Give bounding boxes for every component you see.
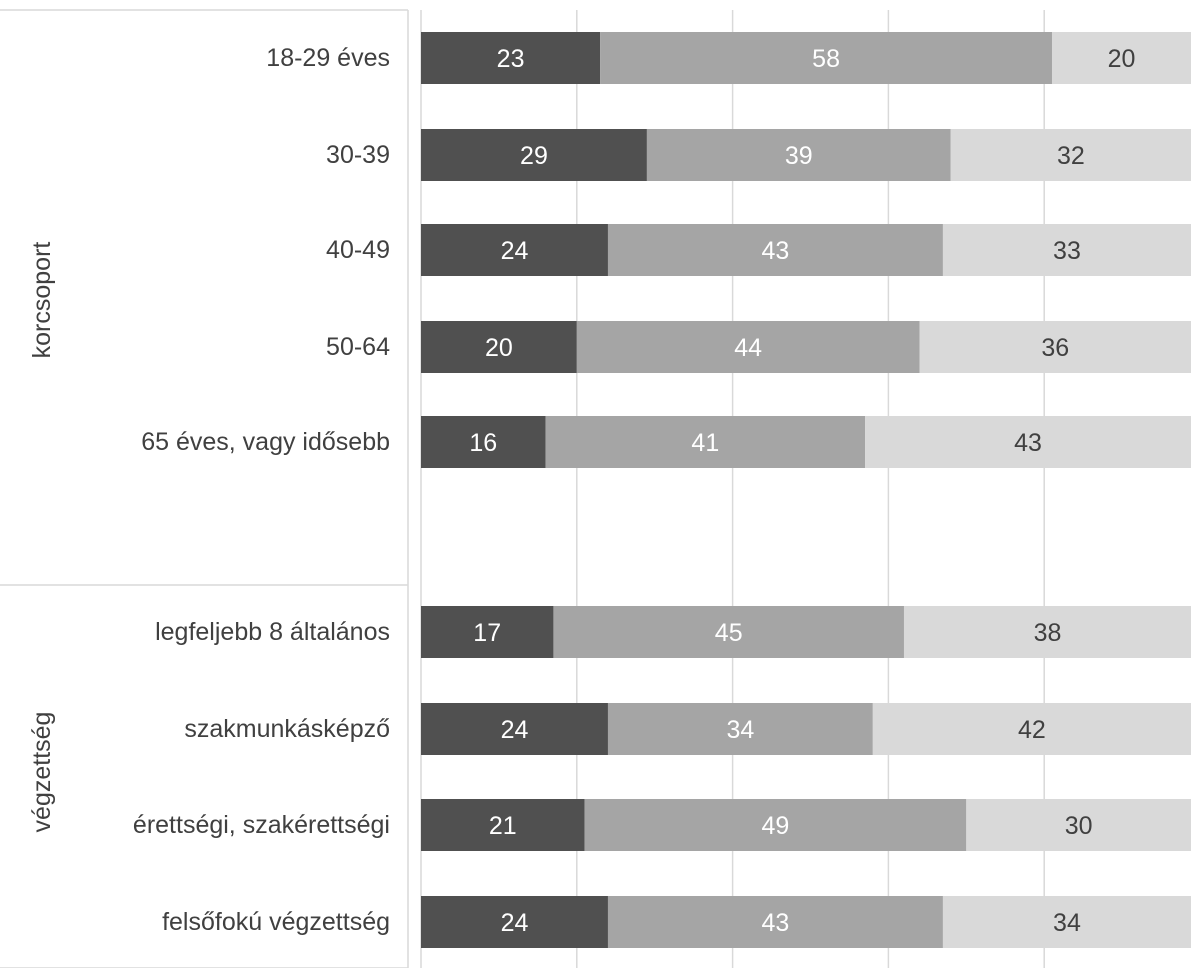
category-label: 65 éves, vagy idősebb	[141, 428, 390, 456]
data-label: 24	[501, 716, 529, 744]
data-label: 33	[1053, 237, 1081, 265]
data-label: 44	[734, 334, 762, 362]
bar-segment	[919, 321, 1191, 373]
group-label: korcsoport	[28, 242, 56, 359]
bar-segment	[553, 606, 904, 658]
data-label: 41	[691, 429, 719, 457]
category-label: felsőfokú végzettség	[162, 908, 390, 936]
group-label: végzettség	[28, 712, 56, 833]
bar-segment	[545, 416, 866, 468]
data-label: 34	[1053, 909, 1081, 937]
data-label: 24	[501, 237, 529, 265]
data-label: 24	[501, 909, 529, 937]
data-label: 43	[762, 237, 790, 265]
bar-segment	[421, 129, 647, 181]
data-label: 23	[497, 45, 525, 73]
bar-segment	[421, 416, 546, 468]
data-label: 30	[1065, 812, 1093, 840]
group-separators	[0, 9, 409, 968]
labels: korcsoport 18-29 éves 23 58 20 30-39 29 39 32 40-…	[28, 44, 1135, 937]
data-label: 42	[1018, 716, 1046, 744]
data-label: 21	[489, 812, 517, 840]
bar-segment	[942, 896, 1191, 948]
bar-segment	[421, 606, 554, 658]
data-label: 49	[762, 812, 790, 840]
bar-segment	[950, 129, 1191, 181]
category-label: érettségi, szakérettségi	[133, 811, 390, 839]
bar-segment	[607, 224, 943, 276]
bar-segment	[872, 703, 1191, 755]
bar-segment	[607, 703, 873, 755]
category-label: 50-64	[326, 333, 390, 361]
bar-segment	[903, 606, 1191, 658]
category-label: 18-29 éves	[266, 44, 390, 72]
category-label: 30-39	[326, 141, 390, 169]
data-label: 36	[1041, 334, 1069, 362]
data-label: 32	[1057, 142, 1085, 170]
bar-segment	[576, 321, 920, 373]
category-label: 40-49	[326, 236, 390, 264]
bar-segment	[942, 224, 1191, 276]
data-label: 20	[1108, 45, 1136, 73]
bars	[421, 32, 1191, 948]
bar-segment	[607, 896, 943, 948]
data-label: 43	[1014, 429, 1042, 457]
bar-segment	[421, 896, 608, 948]
bar-segment	[421, 224, 608, 276]
data-label: 20	[485, 334, 513, 362]
bar-segment	[421, 703, 608, 755]
bar-segment	[865, 416, 1191, 468]
data-label: 45	[715, 619, 743, 647]
data-label: 38	[1034, 619, 1062, 647]
data-label: 16	[469, 429, 497, 457]
data-label: 43	[762, 909, 790, 937]
bar-segment	[600, 32, 1052, 84]
bar-segment	[421, 799, 585, 851]
data-label: 29	[520, 142, 548, 170]
data-label: 34	[726, 716, 754, 744]
category-label: szakmunkásképző	[184, 715, 390, 743]
category-label: legfeljebb 8 általános	[155, 618, 390, 646]
data-label: 58	[812, 45, 840, 73]
bar-segment	[584, 799, 967, 851]
bar-segment	[646, 129, 951, 181]
bar-segment	[966, 799, 1191, 851]
bar-segment	[421, 32, 601, 84]
bar-segment	[1051, 32, 1191, 84]
bar-segment	[421, 321, 577, 373]
data-label: 17	[473, 619, 501, 647]
data-label: 39	[785, 142, 813, 170]
